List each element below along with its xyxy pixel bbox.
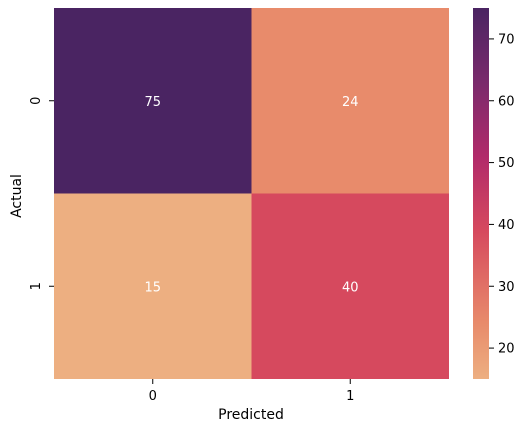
colorbar-ticks: 20 30 40 50 60 70 [489,32,515,357]
cell-annotation-1-1: 40 [342,280,359,295]
colorbar-tick-label-1: 30 [498,280,515,295]
colorbar-tick-label-4: 60 [498,94,515,109]
y-tick-label-1: 1 [29,282,44,290]
cell-annotation-0-0: 75 [144,95,161,110]
y-tick-label-0: 0 [29,97,44,105]
colorbar [473,8,489,379]
cell-annotation-0-1: 24 [342,95,359,110]
heatmap-cell-1-0 [54,193,252,379]
heatmap-cells [54,8,449,379]
colorbar-tick-label-3: 50 [498,156,515,171]
heatmap-cell-1-1 [251,193,449,379]
cell-annotation-1-0: 15 [144,280,161,295]
y-axis-label: Actual [9,174,25,218]
colorbar-tick-label-2: 40 [498,218,515,233]
heatmap-cell-0-1 [251,8,449,194]
y-axis-ticks: 01 [29,97,54,290]
x-axis-label: Predicted [218,407,284,423]
x-tick-label-0: 0 [149,389,157,404]
x-tick-label-1: 1 [346,389,354,404]
colorbar-tick-label-0: 20 [498,342,515,357]
colorbar-tick-label-5: 70 [498,32,515,47]
heatmap-cell-0-0 [54,8,252,194]
cell-annotations: 75 24 15 40 [144,95,358,296]
